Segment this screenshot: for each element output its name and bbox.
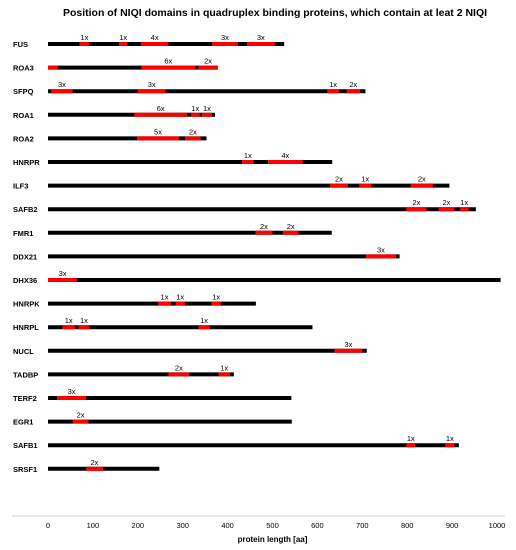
domain-label: 3x: [377, 245, 385, 254]
protein-label: HNRPK: [13, 300, 40, 309]
x-tick-label: 500: [266, 521, 279, 530]
protein-label: TADBP: [13, 370, 38, 379]
domain-label: 3x: [148, 80, 156, 89]
domain-label: 2x: [189, 127, 197, 136]
domain-label: 4x: [151, 33, 159, 42]
protein-label: TERF2: [13, 394, 37, 403]
domain-label: 2x: [77, 411, 85, 420]
domain-label: 1x: [446, 434, 454, 443]
domain-label: 1x: [244, 151, 252, 160]
domain-label: 1x: [212, 293, 220, 302]
x-tick-label: 200: [132, 521, 145, 530]
domain-label: 2x: [175, 363, 183, 372]
domain-label: 1x: [80, 33, 88, 42]
protein-label: DHX36: [13, 276, 37, 285]
x-axis-label: protein length [aa]: [238, 535, 308, 544]
domain-label: 1x: [161, 293, 169, 302]
protein-label: SRSF1: [13, 465, 37, 474]
domain-label: 3x: [59, 269, 67, 278]
x-tick-label: 700: [356, 521, 369, 530]
domain-label: 2x: [418, 175, 426, 184]
protein-label: NUCL: [13, 347, 34, 356]
x-tick-label: 400: [221, 521, 234, 530]
x-tick-label: 1000: [489, 521, 506, 530]
x-tick-label: 300: [176, 521, 189, 530]
domain-label: 2x: [204, 57, 212, 66]
protein-label: HNRPR: [13, 158, 40, 167]
domain-label: 1x: [203, 104, 211, 113]
domain-label: 2x: [443, 198, 451, 207]
domain-label: 1x: [80, 316, 88, 325]
domain-label: 3x: [344, 340, 352, 349]
protein-label: ROA2: [13, 134, 34, 143]
domain-label: 3x: [58, 80, 66, 89]
domain-label: 3x: [68, 387, 76, 396]
domain-label: 1x: [119, 33, 127, 42]
x-tick-label: 900: [446, 521, 459, 530]
domain-label: 1x: [460, 198, 468, 207]
domain-label: 6x: [164, 57, 172, 66]
domain-label: 1x: [191, 104, 199, 113]
domain-label: 6x: [157, 104, 165, 113]
domain-label: 2x: [335, 175, 343, 184]
domain-label: 1x: [329, 80, 337, 89]
domain-label: 2x: [91, 458, 99, 467]
x-tick-label: 800: [401, 521, 414, 530]
x-tick-label: 600: [311, 521, 324, 530]
domain-label: 5x: [154, 127, 162, 136]
domain-label: 3x: [221, 33, 229, 42]
protein-label: EGR1: [13, 418, 33, 427]
chart-title: Position of NIQI domains in quadruplex b…: [62, 7, 488, 19]
protein-label: SAFB1: [13, 441, 38, 450]
domain-label: 1x: [407, 434, 415, 443]
protein-label: SAFB2: [13, 205, 38, 214]
domain-label: 2x: [412, 198, 420, 207]
protein-label: DDX21: [13, 252, 37, 261]
x-tick-label: 100: [87, 521, 100, 530]
domain-label: 3x: [257, 33, 265, 42]
domain-label: 2x: [287, 222, 295, 231]
domain-label: 1x: [200, 316, 208, 325]
x-tick-label: 0: [46, 521, 50, 530]
domain-label: 2x: [260, 222, 268, 231]
domain-label: 1x: [65, 316, 73, 325]
domain-label: 1x: [361, 175, 369, 184]
protein-label: FMR1: [13, 229, 33, 238]
protein-label: FUS: [13, 40, 28, 49]
domain-label: 1x: [176, 293, 184, 302]
domain-label: 4x: [281, 151, 289, 160]
protein-label: HNRPL: [13, 323, 39, 332]
domain-label: 2x: [349, 80, 357, 89]
protein-label: ILF3: [13, 182, 28, 191]
protein-label: ROA3: [13, 64, 34, 73]
domain-label: 1x: [220, 363, 228, 372]
protein-label: SFPQ: [13, 87, 34, 96]
protein-label: ROA1: [13, 111, 34, 120]
